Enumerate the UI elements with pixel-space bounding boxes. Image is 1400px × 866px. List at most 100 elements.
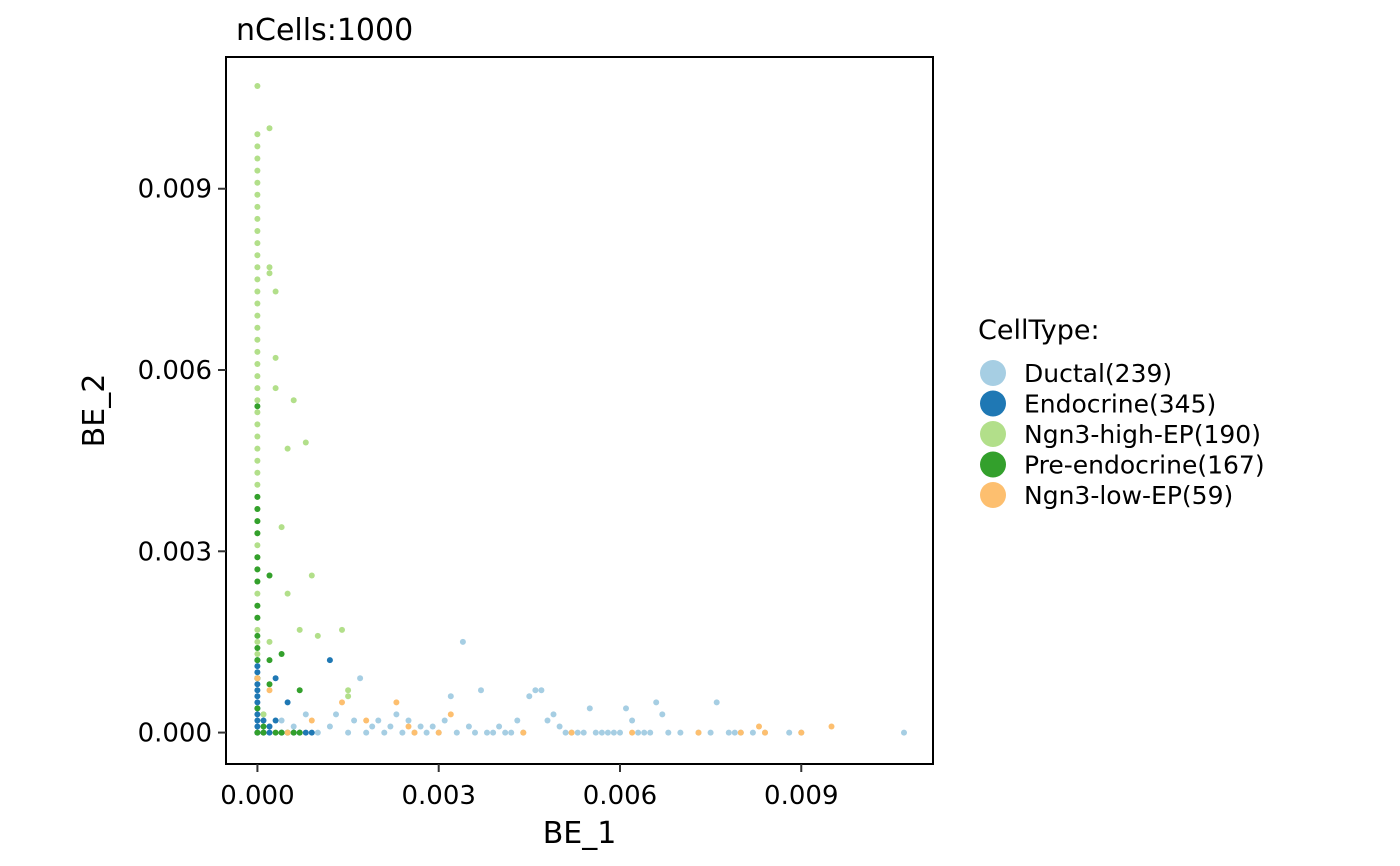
data-point-0-45 xyxy=(574,729,581,736)
data-point-0-48 xyxy=(592,729,599,736)
data-point-0-34 xyxy=(508,729,515,736)
data-point-0-54 xyxy=(629,717,636,724)
data-point-2-45 xyxy=(266,125,273,132)
data-point-0-32 xyxy=(496,723,503,730)
data-point-0-8 xyxy=(351,717,358,724)
data-point-0-11 xyxy=(369,723,376,730)
data-point-0-30 xyxy=(484,729,490,736)
data-point-0-59 xyxy=(659,711,666,718)
data-point-0-53 xyxy=(623,705,629,712)
data-point-2-47 xyxy=(266,270,273,277)
data-point-2-10 xyxy=(254,240,261,247)
data-point-2-26 xyxy=(254,433,261,440)
data-point-2-39 xyxy=(254,590,261,597)
data-point-0-60 xyxy=(665,729,672,736)
data-point-2-0 xyxy=(254,83,261,89)
data-point-0-10 xyxy=(363,729,370,736)
data-point-1-21 xyxy=(302,729,309,736)
data-point-0-20 xyxy=(423,729,430,736)
data-point-1-25 xyxy=(260,717,267,724)
data-point-2-6 xyxy=(254,191,261,198)
data-point-0-37 xyxy=(526,693,533,700)
x-tick-label: 0.009 xyxy=(764,781,838,811)
y-tick-label: 0.000 xyxy=(138,719,212,749)
data-point-2-8 xyxy=(254,215,261,222)
data-point-0-16 xyxy=(399,729,406,736)
data-point-3-21 xyxy=(278,729,285,736)
data-point-4-5 xyxy=(393,699,400,706)
data-point-0-35 xyxy=(514,717,521,724)
data-point-0-26 xyxy=(459,638,466,645)
legend-swatch xyxy=(980,451,1006,478)
data-point-1-2 xyxy=(254,717,261,724)
data-point-3-25 xyxy=(296,729,303,736)
y-tick-label: 0.006 xyxy=(138,356,212,386)
data-point-3-23 xyxy=(290,729,297,736)
y-tick-label: 0.009 xyxy=(138,175,212,205)
data-point-0-2 xyxy=(290,723,297,730)
data-point-3-1 xyxy=(254,493,261,500)
data-point-3-14 xyxy=(254,705,261,712)
data-point-3-27 xyxy=(260,723,267,730)
data-point-1-5 xyxy=(254,699,261,706)
data-point-0-61 xyxy=(677,729,684,736)
data-point-3-18 xyxy=(266,657,273,664)
data-point-2-13 xyxy=(254,276,261,283)
legend-swatch xyxy=(980,390,1006,417)
data-point-4-1 xyxy=(266,687,273,694)
data-point-0-31 xyxy=(490,729,497,736)
data-point-2-28 xyxy=(254,457,261,464)
data-point-0-72 xyxy=(901,729,907,736)
data-point-4-19 xyxy=(435,729,442,736)
data-point-0-4 xyxy=(314,729,321,736)
legend: CellType: Ductal(239)Endocrine(345)Ngn3-… xyxy=(978,315,1265,510)
data-point-0-46 xyxy=(580,729,587,736)
data-point-3-5 xyxy=(254,554,261,561)
data-point-2-12 xyxy=(254,264,261,271)
legend-label: Ngn3-high-EP(190) xyxy=(1024,420,1261,449)
data-point-0-33 xyxy=(502,729,509,736)
data-point-2-11 xyxy=(254,252,261,259)
data-point-0-70 xyxy=(786,729,793,736)
legend-swatch xyxy=(980,421,1006,447)
data-point-0-24 xyxy=(447,693,454,700)
data-point-1-3 xyxy=(254,711,261,718)
data-point-3-8 xyxy=(254,602,261,609)
data-point-2-49 xyxy=(272,354,279,361)
data-point-4-6 xyxy=(405,723,412,730)
data-point-4-13 xyxy=(737,729,744,736)
data-point-2-18 xyxy=(254,336,261,343)
data-point-2-52 xyxy=(302,439,309,446)
data-point-3-10 xyxy=(254,632,261,639)
data-point-1-14 xyxy=(266,723,273,730)
data-point-1-16 xyxy=(272,675,279,682)
data-point-0-3 xyxy=(302,711,309,718)
data-point-3-24 xyxy=(296,687,303,694)
data-point-1-15 xyxy=(272,717,279,724)
data-point-0-23 xyxy=(441,717,448,724)
data-point-3-6 xyxy=(254,566,261,573)
data-point-0-64 xyxy=(713,699,720,706)
data-point-0-68 xyxy=(749,729,756,736)
data-point-0-50 xyxy=(604,729,611,736)
points-layer xyxy=(254,83,907,736)
data-point-2-48 xyxy=(272,288,279,295)
data-point-0-9 xyxy=(357,675,364,682)
data-point-2-16 xyxy=(254,312,261,319)
data-point-3-26 xyxy=(272,729,279,736)
data-point-0-7 xyxy=(345,729,352,736)
data-point-4-17 xyxy=(828,723,835,730)
data-point-1-7 xyxy=(254,687,261,694)
data-point-0-40 xyxy=(544,717,551,724)
data-point-2-50 xyxy=(272,385,279,392)
data-point-0-12 xyxy=(375,717,382,724)
data-point-2-46 xyxy=(266,264,273,271)
data-point-0-47 xyxy=(586,705,593,712)
x-tick-label: 0.003 xyxy=(401,781,475,811)
data-point-1-6 xyxy=(254,693,261,700)
data-point-2-7 xyxy=(254,203,261,210)
data-point-2-57 xyxy=(284,590,291,597)
y-tick-label: 0.003 xyxy=(138,537,212,567)
legend-label: Pre-endocrine(167) xyxy=(1024,451,1265,480)
